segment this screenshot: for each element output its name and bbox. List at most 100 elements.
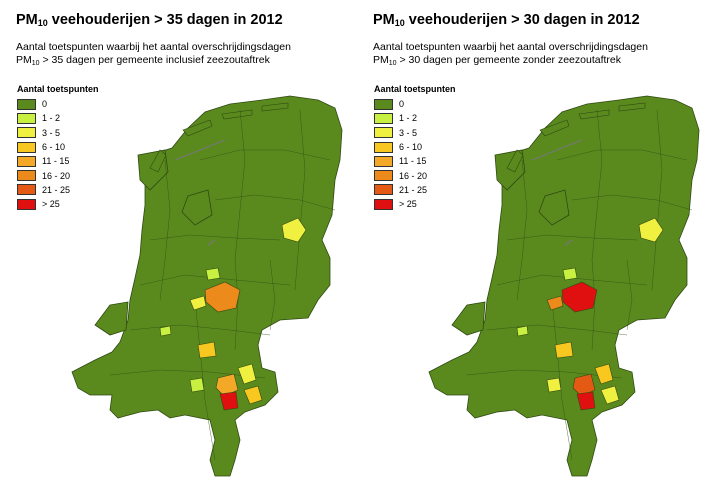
legend-swatch (374, 184, 393, 196)
municipality-border (294, 109, 306, 291)
utrecht-oost-gemeente (189, 295, 207, 311)
peel-gemeente (219, 391, 239, 411)
municipality-border (129, 324, 271, 336)
legend-swatch (374, 141, 393, 153)
map-subtitle: Aantal toetspunten waarbij het aantal ov… (16, 41, 291, 67)
dike-line (174, 139, 226, 161)
municipality-border (159, 159, 171, 301)
land-area (428, 95, 700, 477)
municipality-border (651, 109, 663, 291)
legend-rows: 0 1 - 2 3 - 5 6 - 10 11 - 15 16 - 20 21 - 25 > … (374, 97, 456, 211)
map-panel-left: PM10 veehouderijen > 35 dagen in 2012 Aa… (0, 0, 357, 497)
legend-label: 21 - 25 (399, 184, 428, 195)
legend-label: 11 - 15 (42, 156, 70, 167)
legend-swatch (374, 170, 393, 182)
map-title: PM10 veehouderijen > 30 dagen in 2012 (373, 12, 640, 28)
land-area (538, 189, 570, 226)
municipality-border (626, 259, 633, 331)
land-area (181, 189, 213, 226)
west-noordholland-gemeente (205, 267, 221, 281)
legend-title: Aantal toetspunten (374, 84, 456, 94)
legend-swatch (17, 184, 36, 196)
oost-friesland-gemeente (638, 217, 664, 243)
gelderland-gemeente-a (197, 341, 217, 359)
legend-swatch (374, 127, 393, 139)
legend-item: > 25 (17, 197, 99, 211)
legend-item: > 25 (374, 197, 456, 211)
legend-item: 0 (374, 97, 456, 111)
legend-label: 6 - 10 (42, 142, 66, 153)
wadden-island (539, 119, 570, 137)
legend-item: 21 - 25 (17, 183, 99, 197)
legend-swatch (17, 127, 36, 139)
map-panel-right: PM10 veehouderijen > 30 dagen in 2012 Aa… (357, 0, 714, 497)
land-area (94, 301, 129, 336)
legend-item: 11 - 15 (17, 154, 99, 168)
municipality-border (556, 149, 688, 161)
municipality-border (591, 109, 603, 351)
wadden-island (578, 109, 610, 120)
municipality-border (109, 369, 266, 379)
legend-swatch (374, 155, 393, 167)
gelderland-gemeente-b (516, 325, 529, 337)
legend-swatch (17, 98, 36, 110)
legend-item: 16 - 20 (17, 168, 99, 182)
legend-label: > 25 (42, 199, 60, 210)
legend-label: 1 - 2 (399, 113, 418, 124)
map-title: PM10 veehouderijen > 35 dagen in 2012 (16, 12, 283, 28)
legend: Aantal toetspunten 0 1 - 2 3 - 5 6 - 10 11 -… (374, 84, 456, 211)
legend-item: 11 - 15 (374, 154, 456, 168)
gelderland-gemeente-b (159, 325, 172, 337)
map-subtitle: Aantal toetspunten waarbij het aantal ov… (373, 41, 648, 67)
oost-brabant-gemeente (600, 385, 620, 405)
legend-swatch (17, 155, 36, 167)
municipality-border (516, 159, 528, 301)
municipality-border (466, 369, 623, 379)
legend-swatch (17, 112, 36, 124)
legend-item: 3 - 5 (17, 126, 99, 140)
legend-label: 16 - 20 (399, 170, 428, 181)
wadden-island (618, 102, 646, 112)
legend-title: Aantal toetspunten (17, 84, 99, 94)
legend-label: 1 - 2 (42, 113, 61, 124)
wadden-island (261, 102, 289, 112)
municipality-border (199, 149, 331, 161)
wadden-island (182, 119, 213, 137)
dike-line (531, 139, 583, 161)
municipality-border (194, 299, 216, 461)
legend-swatch (17, 198, 36, 210)
legend-swatch (374, 112, 393, 124)
legend-item: 1 - 2 (374, 111, 456, 125)
legend-item: 6 - 10 (374, 140, 456, 154)
legend-label: > 25 (399, 199, 417, 210)
legend: Aantal toetspunten 0 1 - 2 3 - 5 6 - 10 11 -… (17, 84, 99, 211)
legend-swatch (17, 141, 36, 153)
legend-item: 16 - 20 (374, 168, 456, 182)
peel-gemeente (576, 391, 596, 411)
municipality-border (571, 194, 693, 211)
legend-item: 6 - 10 (17, 140, 99, 154)
dike-line (564, 239, 573, 246)
legend-item: 3 - 5 (374, 126, 456, 140)
brabant-gemeente-b (594, 363, 614, 385)
legend-label: 6 - 10 (399, 142, 423, 153)
legend-label: 16 - 20 (42, 170, 71, 181)
legend-swatch (17, 170, 36, 182)
gelderland-gemeente-a (554, 341, 574, 359)
brabant-gemeente-c (189, 377, 205, 393)
legend-item: 21 - 25 (374, 183, 456, 197)
wadden-island (149, 149, 167, 173)
land-area (71, 95, 343, 477)
municipality-border (486, 324, 628, 336)
land-area (451, 301, 486, 336)
netherlands-map (428, 95, 700, 477)
barneveld-gemeente (204, 281, 241, 313)
legend-item: 0 (17, 97, 99, 111)
legend-label: 0 (399, 99, 405, 110)
legend-swatch (374, 98, 393, 110)
wadden-island (221, 109, 253, 120)
legend-label: 3 - 5 (399, 127, 418, 138)
legend-label: 3 - 5 (42, 127, 61, 138)
municipality-border (234, 109, 246, 351)
brabant-gemeente-c (546, 377, 562, 393)
